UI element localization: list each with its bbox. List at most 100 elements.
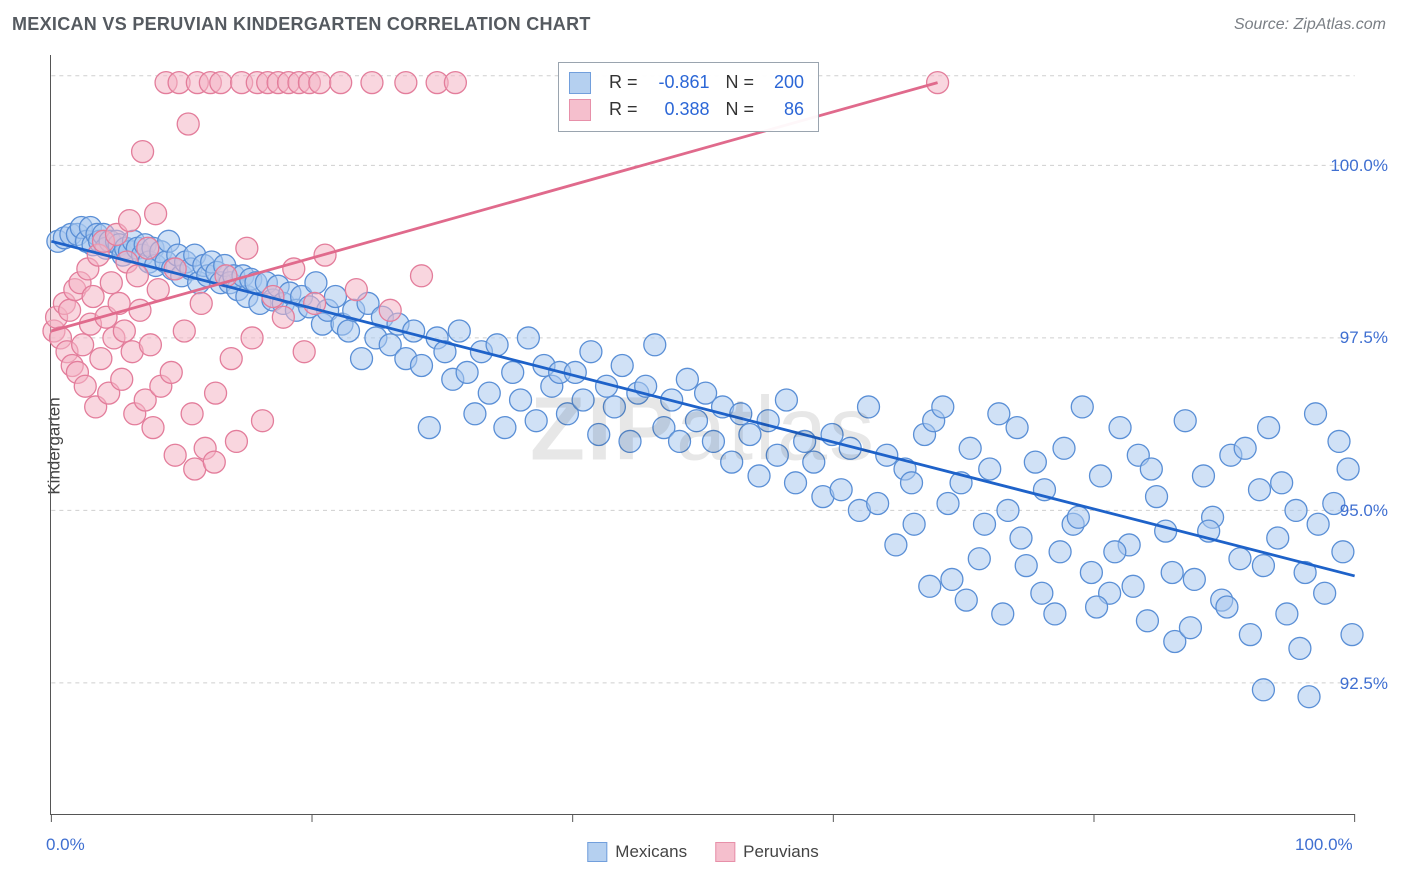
legend-label: Mexicans — [615, 842, 687, 862]
data-point — [100, 272, 122, 294]
legend-swatch — [715, 842, 735, 862]
data-point — [210, 72, 232, 94]
data-point — [90, 348, 112, 370]
data-point — [1010, 527, 1032, 549]
data-point — [1341, 624, 1363, 646]
data-point — [1229, 548, 1251, 570]
data-point — [775, 389, 797, 411]
data-point — [1192, 465, 1214, 487]
data-point — [236, 237, 258, 259]
data-point — [252, 410, 274, 432]
data-point — [937, 493, 959, 515]
data-point — [1109, 417, 1131, 439]
data-point — [1289, 637, 1311, 659]
data-point — [968, 548, 990, 570]
data-point — [992, 603, 1014, 625]
data-point — [1216, 596, 1238, 618]
data-point — [1271, 472, 1293, 494]
data-point — [160, 361, 182, 383]
data-point — [113, 320, 135, 342]
trend-line — [51, 241, 1354, 576]
data-point — [611, 355, 633, 377]
data-point — [858, 396, 880, 418]
data-point — [1044, 603, 1066, 625]
data-point — [803, 451, 825, 473]
data-point — [785, 472, 807, 494]
legend-swatch — [587, 842, 607, 862]
x-tick-label: 0.0% — [46, 835, 85, 855]
data-point — [1179, 617, 1201, 639]
data-point — [74, 375, 96, 397]
data-point — [1155, 520, 1177, 542]
data-point — [1071, 396, 1093, 418]
data-point — [885, 534, 907, 556]
y-tick-label: 95.0% — [1340, 501, 1388, 521]
stats-swatch — [569, 72, 591, 94]
data-point — [748, 465, 770, 487]
data-point — [1140, 458, 1162, 480]
data-point — [1015, 555, 1037, 577]
data-point — [345, 279, 367, 301]
data-point — [444, 72, 466, 94]
data-point — [241, 327, 263, 349]
data-point — [1337, 458, 1359, 480]
data-point — [1090, 465, 1112, 487]
data-point — [203, 451, 225, 473]
stats-r-label: R = — [609, 69, 638, 96]
data-point — [119, 210, 141, 232]
data-point — [181, 403, 203, 425]
data-point — [220, 348, 242, 370]
data-point — [448, 320, 470, 342]
data-point — [72, 334, 94, 356]
data-point — [1285, 499, 1307, 521]
legend: Mexicans Peruvians — [587, 842, 818, 862]
data-point — [1267, 527, 1289, 549]
data-point — [338, 320, 360, 342]
x-tick-label: 100.0% — [1295, 835, 1353, 855]
plot-area: ZIPatlas — [50, 55, 1355, 815]
data-point — [510, 389, 532, 411]
data-point — [1031, 582, 1053, 604]
stats-n-value: 200 — [764, 69, 804, 96]
legend-item-mexicans: Mexicans — [587, 842, 687, 862]
data-point — [927, 72, 949, 94]
data-point — [177, 113, 199, 135]
data-point — [619, 430, 641, 452]
data-point — [351, 348, 373, 370]
data-point — [309, 72, 331, 94]
data-point — [395, 72, 417, 94]
data-point — [1067, 506, 1089, 528]
data-point — [418, 417, 440, 439]
stats-r-value: -0.861 — [648, 69, 710, 96]
data-point — [1252, 555, 1274, 577]
data-point — [766, 444, 788, 466]
data-point — [293, 341, 315, 363]
data-point — [1024, 451, 1046, 473]
data-point — [572, 389, 594, 411]
data-point — [1239, 624, 1261, 646]
data-point — [901, 472, 923, 494]
data-point — [580, 341, 602, 363]
data-point — [1305, 403, 1327, 425]
data-point — [164, 258, 186, 280]
legend-label: Peruvians — [743, 842, 819, 862]
data-point — [456, 361, 478, 383]
data-point — [164, 444, 186, 466]
data-point — [478, 382, 500, 404]
data-point — [411, 355, 433, 377]
data-point — [361, 72, 383, 94]
data-point — [147, 279, 169, 301]
stats-row-mexicans: R =-0.861 N =200 — [569, 69, 804, 96]
data-point — [588, 424, 610, 446]
data-point — [1328, 430, 1350, 452]
data-point — [1146, 486, 1168, 508]
data-point — [564, 361, 586, 383]
data-point — [1234, 437, 1256, 459]
y-tick-label: 100.0% — [1330, 156, 1388, 176]
data-point — [932, 396, 954, 418]
data-point — [1258, 417, 1280, 439]
data-point — [644, 334, 666, 356]
data-point — [126, 265, 148, 287]
data-point — [867, 493, 889, 515]
data-point — [1136, 610, 1158, 632]
